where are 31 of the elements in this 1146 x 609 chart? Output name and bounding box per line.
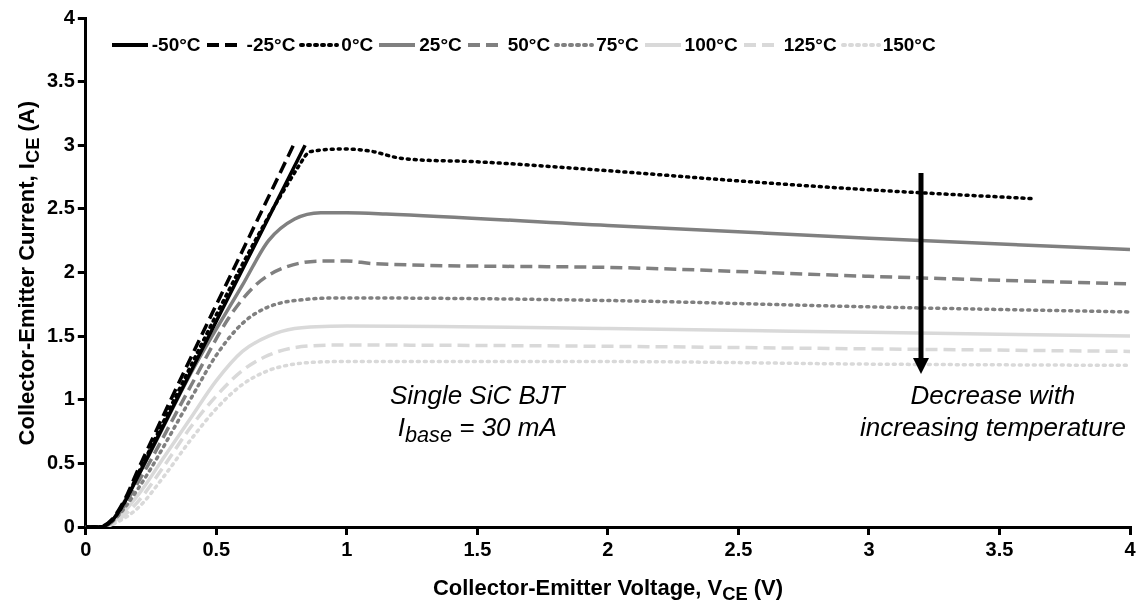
y-tick-label: 1.5 [46,323,75,346]
y-tick-label: 0.5 [46,450,75,473]
annotation: I$_{base}$ = 30 mA [397,412,557,448]
x-tick-label: 4 [1124,537,1137,560]
x-tick-label: 3 [863,537,875,560]
y-tick-label: 3.5 [46,69,75,92]
x-tick-label: 1 [341,537,353,560]
y-tick-label: 0 [63,514,75,537]
legend-label: 150°C [882,34,936,56]
x-tick-label: 1.5 [463,537,492,560]
legend-label: -50°C [151,34,201,56]
y-tick-label: 2.5 [46,196,75,219]
legend-label: 125°C [783,34,837,56]
annotation: Single SiC BJT [389,380,565,411]
y-tick-label: 4 [63,5,76,28]
legend-label: -25°C [246,34,296,56]
x-tick-label: 0 [80,537,92,560]
x-tick-label: 2.5 [724,537,753,560]
legend-label: 25°C [419,34,462,56]
legend-label: 0°C [341,34,374,56]
annotation: Decrease with increasing temperature [860,379,1126,444]
legend-label: 50°C [507,34,551,56]
x-axis-title: Collector-Emitter Voltage, V$_{CE}$ (V) [432,575,784,606]
legend-label: 100°C [684,34,738,56]
y-tick-label: 1 [63,387,75,410]
x-tick-label: 3.5 [985,537,1014,560]
y-tick-label: 2 [63,260,75,283]
x-tick-label: 2 [602,537,614,560]
x-tick-label: 0.5 [202,537,231,560]
legend-label: 75°C [596,34,639,56]
y-tick-label: 3 [63,132,75,155]
